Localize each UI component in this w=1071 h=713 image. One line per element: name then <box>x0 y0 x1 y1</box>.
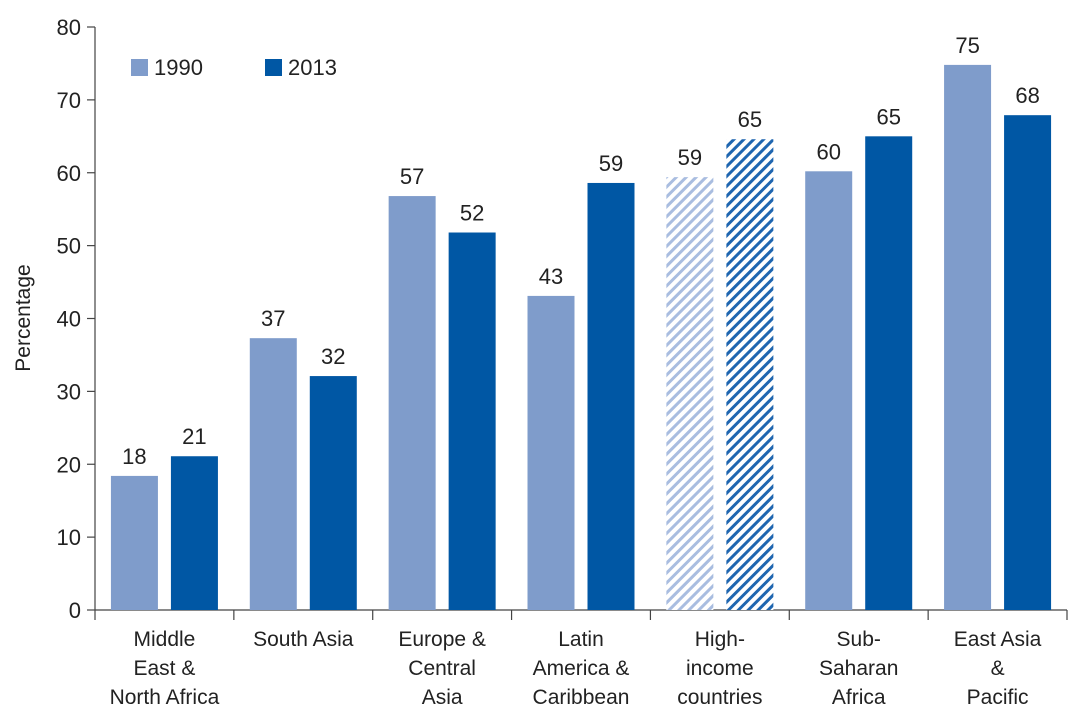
category-label-5: Sub-Saharan Africa <box>819 628 898 709</box>
data-label-1990-1: 37 <box>261 306 285 331</box>
bar-1990-0 <box>110 475 158 610</box>
y-tick-label: 60 <box>57 161 81 186</box>
y-tick-label: 40 <box>57 307 81 332</box>
y-axis-title: Percentage <box>12 264 35 371</box>
data-label-2013-4: 65 <box>738 107 762 132</box>
legend-label-2013: 2013 <box>288 55 337 80</box>
y-axis: 0 10 20 30 40 50 60 70 80 <box>57 15 96 623</box>
category-label-0: Middle East & North Africa <box>110 628 220 709</box>
data-label-2013-0: 21 <box>182 424 206 449</box>
bar-1990-6 <box>944 64 992 610</box>
data-label-2013-3: 59 <box>599 151 623 176</box>
bar-1990-4 <box>666 177 714 610</box>
category-labels: Middle East & North Africa South Asia Europe… <box>110 628 1042 709</box>
category-label-2: Europe & Central Asia <box>398 628 486 709</box>
bars <box>110 64 1052 611</box>
data-label-1990-4: 59 <box>678 145 702 170</box>
y-tick-label: 10 <box>57 525 81 550</box>
data-label-2013-6: 68 <box>1015 83 1039 108</box>
y-tick-label: 80 <box>57 15 81 40</box>
data-label-1990-2: 57 <box>400 164 424 189</box>
data-label-2013-2: 52 <box>460 201 484 226</box>
data-label-1990-3: 43 <box>539 264 563 289</box>
category-label-6: East Asia & Pacific <box>954 628 1042 709</box>
y-tick-label: 50 <box>57 234 81 259</box>
y-tick-label: 0 <box>69 598 81 623</box>
bar-1990-3 <box>527 295 575 610</box>
data-label-2013-5: 65 <box>876 104 900 129</box>
category-label-1: South Asia <box>253 628 354 651</box>
bar-2013-2 <box>448 232 496 610</box>
x-axis <box>94 609 1068 620</box>
bar-1990-2 <box>388 196 436 610</box>
bar-2013-5 <box>865 136 913 610</box>
bar-1990-1 <box>249 338 297 610</box>
y-tick-label: 20 <box>57 452 81 477</box>
bar-2013-0 <box>170 456 218 610</box>
data-label-1990-5: 60 <box>816 139 840 164</box>
category-label-4: High-income countries <box>677 628 762 709</box>
legend: 1990 2013 <box>131 55 337 80</box>
data-labels: 18 21 37 32 57 52 43 59 59 65 60 65 75 68 <box>122 33 1040 469</box>
legend-label-1990: 1990 <box>154 55 203 80</box>
bar-2013-3 <box>587 182 635 610</box>
legend-swatch-2013 <box>265 59 282 76</box>
y-tick-label: 30 <box>57 379 81 404</box>
bar-2013-6 <box>1004 115 1052 611</box>
bar-1990-5 <box>805 171 853 611</box>
bar-2013-4 <box>726 139 774 611</box>
legend-swatch-1990 <box>131 59 148 76</box>
data-label-2013-1: 32 <box>321 344 345 369</box>
data-label-1990-0: 18 <box>122 444 146 469</box>
data-label-1990-6: 75 <box>955 33 979 58</box>
category-label-3: Latin America & Caribbean <box>533 628 630 709</box>
y-tick-label: 70 <box>57 88 81 113</box>
bar-2013-1 <box>309 376 357 610</box>
